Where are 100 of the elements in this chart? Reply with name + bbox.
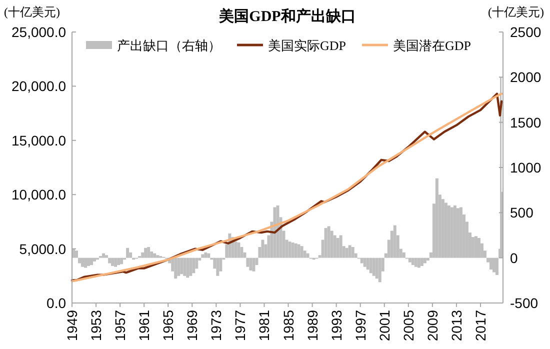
- bar: [117, 258, 120, 266]
- bar: [111, 258, 114, 266]
- bar: [420, 258, 424, 266]
- bar: [258, 246, 262, 258]
- bar: [153, 253, 156, 258]
- bar: [126, 248, 130, 258]
- x-tick-label: 2001: [376, 310, 392, 342]
- bar: [174, 258, 178, 279]
- bar: [255, 258, 258, 266]
- bar: [396, 235, 400, 258]
- bar: [273, 207, 276, 258]
- bar: [393, 225, 396, 258]
- bar: [321, 240, 324, 258]
- bar: [486, 258, 490, 262]
- bar: [150, 252, 154, 258]
- chart-title: 美国GDP和产出缺口: [218, 7, 356, 25]
- bar: [492, 258, 496, 272]
- bar: [267, 235, 270, 258]
- bar: [489, 258, 492, 270]
- bar: [252, 258, 256, 272]
- bar: [237, 242, 240, 258]
- y-tick-label: 25,000.0: [12, 24, 66, 40]
- bar: [387, 240, 390, 258]
- bar: [282, 230, 286, 258]
- bar: [213, 258, 216, 269]
- bar: [384, 253, 388, 258]
- bar: [75, 250, 78, 258]
- bar: [216, 258, 220, 276]
- bar: [93, 258, 96, 262]
- bar: [426, 258, 430, 261]
- y2-axis-title: (十亿美元): [488, 5, 544, 19]
- x-tick-label: 1977: [232, 310, 248, 342]
- x-tick-label: 2009: [424, 310, 440, 342]
- bar: [399, 248, 402, 258]
- bar: [306, 253, 310, 258]
- y2-tick-label: 0: [510, 250, 518, 266]
- bar: [225, 244, 228, 258]
- bar: [402, 252, 406, 258]
- y-tick-label: 20,000.0: [12, 78, 66, 94]
- legend-label: 产出缺口（右轴）: [117, 38, 221, 53]
- bar: [129, 252, 132, 258]
- bar: [342, 246, 346, 258]
- bar: [240, 246, 244, 258]
- x-tick-label: 1949: [64, 310, 80, 342]
- y2-tick-label: 500: [510, 204, 534, 221]
- x-tick-label: 2005: [400, 310, 416, 342]
- bar: [204, 252, 208, 258]
- bar: [378, 258, 382, 282]
- bar: [105, 255, 108, 258]
- bar: [261, 240, 264, 258]
- bar: [249, 258, 252, 270]
- y-axis-title: (十亿美元): [4, 5, 60, 19]
- x-tick-label: 1953: [88, 310, 104, 342]
- bar: [192, 258, 196, 274]
- bar: [201, 254, 204, 258]
- x-tick-label: 1993: [328, 310, 344, 342]
- bar: [369, 258, 372, 274]
- x-tick-label: 1981: [256, 310, 272, 342]
- x-tick-label: 1961: [136, 310, 152, 342]
- bar: [303, 250, 306, 258]
- x-tick-label: 1969: [184, 310, 200, 342]
- bar: [198, 258, 202, 261]
- bar: [339, 235, 342, 258]
- bar: [141, 252, 144, 258]
- bar: [360, 258, 364, 264]
- bar: [219, 258, 222, 272]
- bar: [318, 255, 322, 258]
- bar: [477, 238, 480, 258]
- x-tick-label: 1957: [112, 310, 128, 342]
- x-tick-label: 1997: [352, 310, 368, 342]
- bar: [177, 258, 180, 276]
- y2-tick-label: 2500: [510, 24, 542, 40]
- bar: [408, 258, 412, 262]
- y-tick-label: 15,000.0: [12, 132, 66, 148]
- bar: [390, 230, 394, 258]
- bar: [195, 258, 198, 269]
- bar: [480, 243, 484, 258]
- y-tick-label: 0.0: [46, 295, 66, 311]
- bar: [207, 253, 210, 258]
- bar: [411, 258, 414, 266]
- bar: [432, 204, 436, 258]
- bar: [300, 246, 304, 258]
- x-tick-label: 1989: [304, 310, 320, 342]
- bar: [324, 228, 328, 258]
- bar: [156, 255, 160, 258]
- bar: [144, 248, 148, 258]
- bar: [81, 258, 84, 267]
- x-tick-label: 2013: [448, 310, 464, 342]
- bar: [243, 252, 246, 258]
- bar: [351, 246, 354, 258]
- legend-label: 美国实际GDP: [268, 38, 346, 53]
- bar: [423, 258, 426, 264]
- bar: [381, 258, 384, 272]
- bar: [108, 258, 112, 264]
- bar: [246, 258, 250, 267]
- bar: [90, 258, 94, 266]
- bar: [147, 246, 150, 258]
- y2-tick-label: 1000: [510, 160, 542, 176]
- x-tick-label: 1985: [280, 310, 296, 342]
- x-tick-label: 1965: [160, 310, 176, 342]
